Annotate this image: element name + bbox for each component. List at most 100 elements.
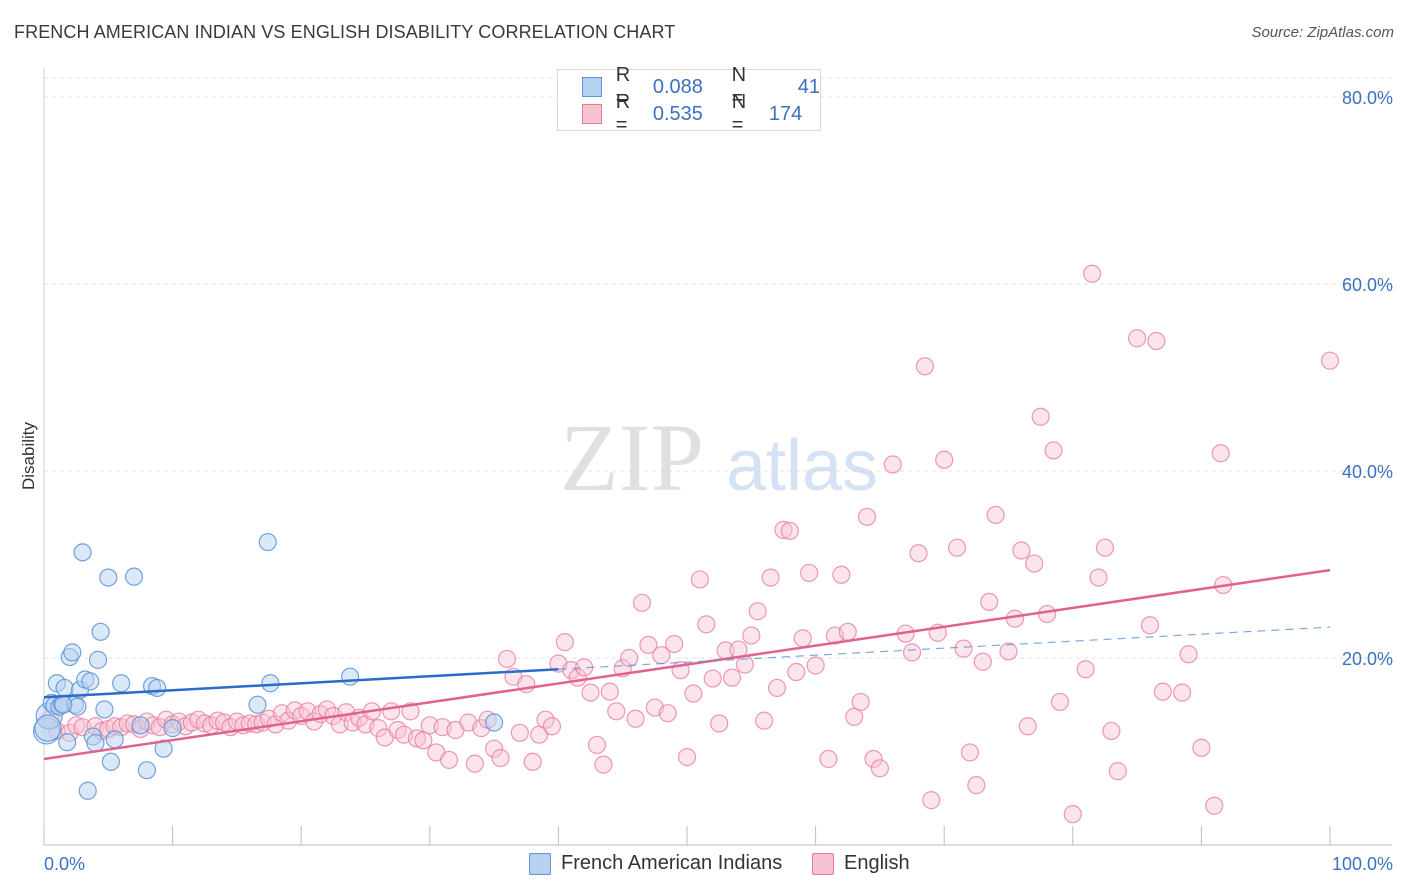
french-american-indian-point <box>485 713 504 732</box>
english-point <box>748 602 767 621</box>
english-point <box>755 711 774 730</box>
english-point <box>722 668 742 687</box>
english-point <box>536 710 555 729</box>
english-point <box>1320 351 1340 370</box>
french-american-indian-point <box>86 733 105 753</box>
watermark: ZIP atlas <box>560 404 878 511</box>
english-point <box>864 749 883 769</box>
french-american-indian-point <box>58 733 77 752</box>
english-point <box>1179 645 1198 664</box>
bottom-legend-label-blue: French American Indians <box>561 852 783 874</box>
english-point <box>465 754 484 773</box>
english-point <box>1205 796 1224 815</box>
french-american-indian-point <box>63 643 82 662</box>
english-point <box>838 622 857 641</box>
english-point <box>1037 604 1057 624</box>
bottom-legend-label-pink: English <box>844 852 910 874</box>
french-american-indian-point <box>78 781 97 800</box>
french-american-indian-trendline <box>43 667 559 699</box>
french-american-indian-point <box>99 568 118 587</box>
english-point <box>703 669 722 688</box>
english-point <box>857 507 877 526</box>
french-american-indian-point <box>95 700 114 719</box>
legend-r-label: R = <box>615 64 631 109</box>
french-american-indian-point <box>124 567 144 586</box>
english-point <box>935 450 954 469</box>
legend-box: R = 0.088 N = 41 R = 0.535 N = 174 <box>557 64 821 136</box>
english-point <box>1147 331 1166 351</box>
legend-row-english: R = 0.535 N = 174 <box>582 91 820 136</box>
english-point <box>1102 721 1121 741</box>
french-american-indian-point <box>81 672 100 691</box>
french-american-indian-point <box>131 716 150 735</box>
legend-row-french-american-indians: R = 0.088 N = 41 <box>582 64 821 109</box>
english-point <box>620 648 639 668</box>
english-point <box>793 629 812 648</box>
english-point <box>922 791 941 810</box>
chart-source: Source: ZipAtlas.com <box>1251 24 1394 41</box>
english-point <box>497 649 517 669</box>
english-point <box>806 656 825 675</box>
english-point <box>960 743 980 762</box>
english-point <box>594 755 613 774</box>
french-american-indian-point <box>148 678 167 698</box>
english-point <box>902 643 922 662</box>
y-axis-label: Disability <box>19 421 38 490</box>
english-point <box>761 568 780 587</box>
y-tick-label: 80.0% <box>1342 88 1393 108</box>
english-point <box>697 615 716 634</box>
english-point <box>1211 444 1230 463</box>
english-point <box>542 717 562 736</box>
tick-labels: 20.0% 40.0% 60.0% 80.0% 0.0% 100.0% <box>44 88 1393 874</box>
y-tick-label: 60.0% <box>1342 275 1393 295</box>
english-point <box>1108 762 1127 781</box>
english-point <box>401 702 420 721</box>
english-point <box>382 702 401 721</box>
english-point <box>510 723 529 742</box>
english-point <box>491 748 510 768</box>
english-point <box>639 635 658 655</box>
english-point <box>915 357 935 376</box>
english-point <box>883 455 902 474</box>
english-point <box>1153 682 1172 701</box>
x-tick-label-max: 100.0% <box>1332 854 1393 874</box>
french-american-indian-point <box>101 752 120 771</box>
english-point <box>1050 692 1070 712</box>
french-american-indian-point <box>88 650 108 669</box>
english-point <box>1031 407 1050 426</box>
english-point <box>677 748 697 767</box>
english-point <box>1025 554 1044 573</box>
english-point <box>1089 568 1108 587</box>
english-point <box>626 709 645 728</box>
english-point <box>947 538 967 557</box>
bottom-legend-swatch-blue <box>529 852 551 875</box>
gridlines <box>44 77 1392 659</box>
english-point <box>1127 329 1147 348</box>
english-point <box>1076 660 1095 679</box>
english-point <box>780 521 799 540</box>
english-point <box>439 750 459 770</box>
french-american-indian-point <box>340 667 360 686</box>
english-point <box>581 683 600 702</box>
english-point <box>967 776 986 795</box>
french-american-indian-points <box>32 532 504 800</box>
english-point <box>819 749 838 769</box>
english-point <box>845 707 864 727</box>
english-point <box>600 682 619 701</box>
legend-r-label: R = <box>615 91 631 136</box>
y-tick-label: 20.0% <box>1342 649 1393 669</box>
english-point <box>980 592 999 612</box>
legend-swatch-blue <box>582 77 602 97</box>
legend-n-value: 41 <box>797 75 821 98</box>
english-point <box>1063 805 1082 824</box>
y-tick-label: 40.0% <box>1342 462 1393 482</box>
english-point <box>1044 441 1063 460</box>
english-point <box>710 714 729 733</box>
english-point <box>1173 683 1192 702</box>
english-point <box>1005 609 1025 628</box>
english-point <box>1012 541 1031 560</box>
french-american-indian-point <box>163 719 182 738</box>
english-point <box>1095 538 1115 557</box>
english-point <box>986 505 1005 525</box>
